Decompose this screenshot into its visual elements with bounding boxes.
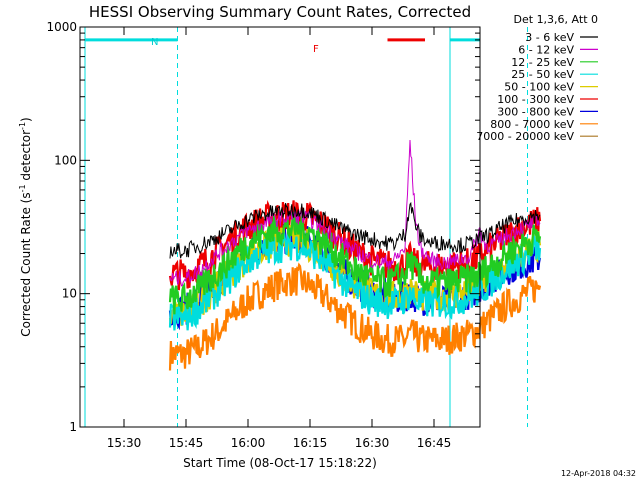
y-tick-label-0: 1 xyxy=(69,420,77,434)
x-axis-label: Start Time (08-Oct-17 15:18:22) xyxy=(183,456,377,470)
legend-label-8: 7000 - 20000 keV xyxy=(476,130,574,143)
legend-label-2: 12 - 25 keV xyxy=(511,56,574,69)
y-axis: 1 10 100 1000 xyxy=(46,20,480,434)
series-line-0 xyxy=(169,201,541,259)
chart-title: HESSI Observing Summary Count Rates, Cor… xyxy=(89,3,471,21)
legend-label-6: 300 - 800 keV xyxy=(497,105,574,118)
series-line-3 xyxy=(168,230,542,331)
night-flag-label: N xyxy=(151,37,158,48)
y-axis-label-sup1: -1 xyxy=(18,184,27,192)
x-axis: 15:30 15:45 16:00 16:15 16:30 16:45 xyxy=(107,27,452,450)
footer-timestamp: 12-Apr-2018 04:32 xyxy=(561,469,636,478)
legend-title: Det 1,3,6, Att 0 xyxy=(514,13,598,26)
x-tick-label-1: 15:45 xyxy=(169,436,204,450)
legend-label-3: 25 - 50 keV xyxy=(511,68,574,81)
y-axis-label-end: ) xyxy=(19,117,33,122)
y-axis-label-mid: detector xyxy=(19,130,33,185)
legend-label-0: 3 - 6 keV xyxy=(525,31,574,44)
legend-label-7: 800 - 7000 keV xyxy=(490,118,574,131)
y-axis-label-main: Corrected Count Rate (s xyxy=(19,192,33,336)
x-tick-label-2: 16:00 xyxy=(231,436,266,450)
y-tick-label-3: 1000 xyxy=(46,20,77,34)
x-tick-label-0: 15:30 xyxy=(107,436,142,450)
y-axis-label: Corrected Count Rate (s-1 detector-1) xyxy=(18,117,33,336)
y-tick-label-2: 100 xyxy=(54,153,77,167)
legend-label-5: 100 - 300 keV xyxy=(497,93,574,106)
plot-frame xyxy=(79,26,481,428)
flare-flag-label: F xyxy=(313,44,319,55)
y-tick-label-1: 10 xyxy=(62,287,77,301)
legend-label-1: 6 - 12 keV xyxy=(518,43,574,56)
legend-label-4: 50 - 100 keV xyxy=(504,81,574,94)
series-line-7 xyxy=(168,262,542,371)
series-layer xyxy=(168,139,542,371)
x-tick-label-4: 16:30 xyxy=(355,436,390,450)
x-tick-label-3: 16:15 xyxy=(293,436,328,450)
series-line-2 xyxy=(168,211,542,315)
x-tick-label-5: 16:45 xyxy=(417,436,452,450)
y-axis-label-sup2: -1 xyxy=(18,122,27,130)
